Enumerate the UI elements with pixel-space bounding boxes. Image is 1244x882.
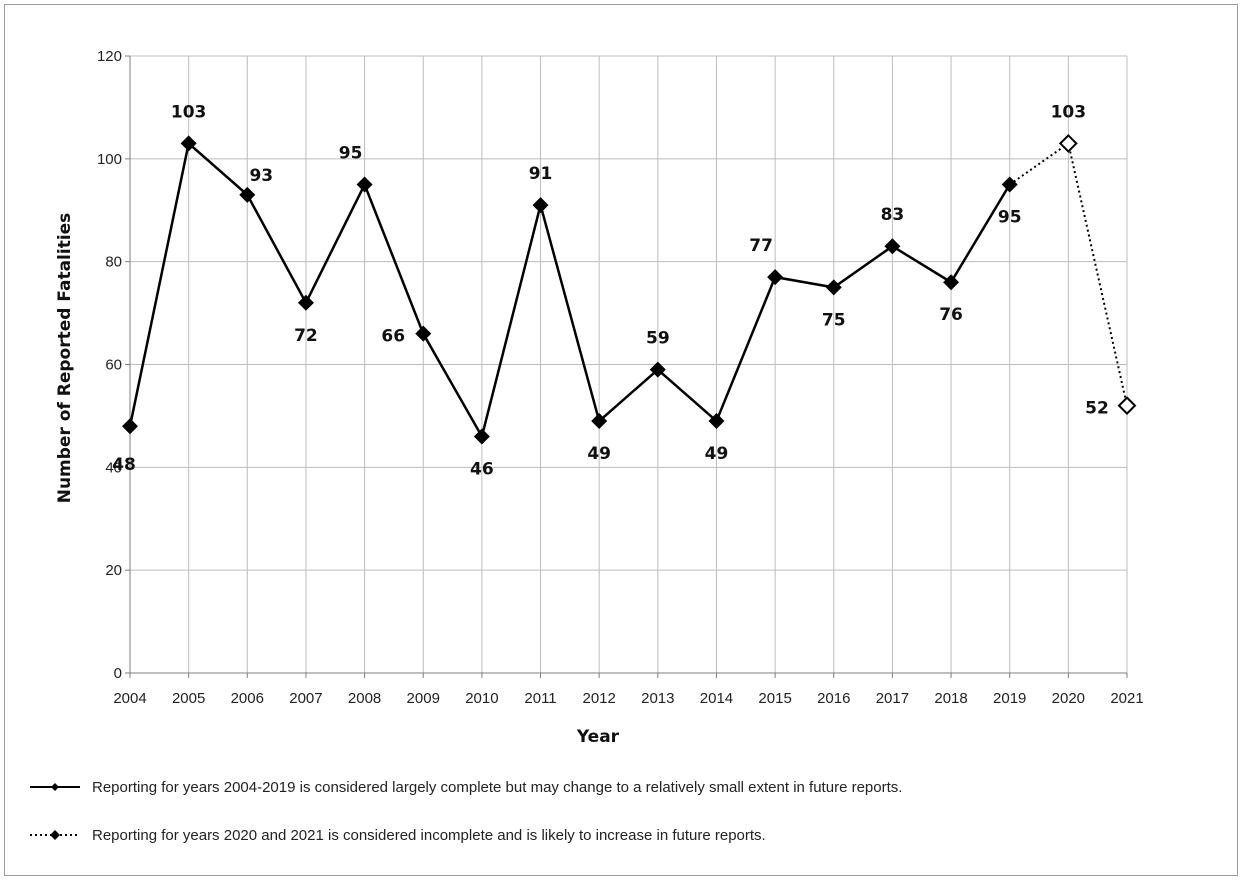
data-label-2008: 95 (339, 144, 363, 164)
data-point-2013 (649, 361, 666, 378)
data-point-2018 (943, 274, 960, 291)
y-tick-label-40: 40 (105, 459, 122, 476)
data-label-2021: 52 (1085, 399, 1109, 419)
data-label-2007: 72 (294, 326, 318, 346)
y-tick-label-0: 0 (114, 665, 122, 682)
data-point-2012 (591, 413, 608, 430)
x-tick-label-2012: 2012 (582, 690, 615, 707)
data-point-2008 (356, 176, 373, 193)
data-point-2007 (297, 294, 314, 311)
chart-frame (4, 4, 1238, 876)
legend-item-incomplete: Reporting for years 2020 and 2021 is con… (30, 827, 766, 844)
x-tick-label-2018: 2018 (934, 690, 967, 707)
data-label-2017: 83 (881, 205, 905, 225)
data-label-2006: 93 (249, 166, 273, 186)
data-point-2009 (415, 325, 432, 342)
x-tick-label-2020: 2020 (1052, 690, 1085, 707)
x-tick-label-2015: 2015 (758, 690, 791, 707)
data-point-2014 (708, 413, 725, 430)
y-tick-label-60: 60 (105, 357, 122, 374)
y-tick-labels: 0 20 40 60 80 100 120 (97, 48, 122, 682)
data-point-2017 (884, 238, 901, 255)
data-label-2011: 91 (529, 164, 553, 184)
data-label-2004: 48 (112, 455, 136, 475)
y-tick-label-80: 80 (105, 254, 122, 271)
series-line-0 (128, 141, 1011, 440)
data-label-2020: 103 (1051, 102, 1087, 122)
legend-item-complete: Reporting for years 2004-2019 is conside… (30, 779, 902, 796)
data-point-2006 (239, 186, 256, 203)
legend-label-incomplete: Reporting for years 2020 and 2021 is con… (92, 827, 766, 844)
y-tick-label-120: 120 (97, 48, 122, 65)
x-tick-label-2019: 2019 (993, 690, 1026, 707)
x-tick-label-2014: 2014 (700, 690, 733, 707)
data-label-2016: 75 (822, 310, 846, 330)
legend-label-complete: Reporting for years 2004-2019 is conside… (92, 779, 902, 796)
data-point-2015 (767, 269, 784, 286)
data-point-2021 (1117, 396, 1137, 416)
data-point-2005 (180, 135, 197, 152)
legend: Reporting for years 2004-2019 is conside… (30, 779, 902, 844)
x-tick-label-2021: 2021 (1110, 690, 1143, 707)
data-label-2018: 76 (939, 305, 963, 325)
x-tick-label-2011: 2011 (524, 690, 556, 707)
gridlines (130, 55, 1128, 673)
y-tick-label-100: 100 (97, 151, 122, 168)
x-tick-label-2005: 2005 (172, 690, 205, 707)
series-markers (122, 133, 1137, 445)
series-lines (128, 141, 1128, 440)
x-tick-label-2008: 2008 (348, 690, 381, 707)
data-label-2005: 103 (171, 102, 207, 122)
data-point-2010 (473, 428, 490, 445)
data-point-2016 (825, 279, 842, 296)
x-tick-label-2017: 2017 (876, 690, 909, 707)
x-tick-label-2004: 2004 (113, 690, 146, 707)
data-point-2011 (532, 197, 549, 214)
data-point-2020 (1058, 133, 1078, 153)
x-tick-label-2010: 2010 (465, 690, 498, 707)
x-tick-label-2007: 2007 (289, 690, 322, 707)
y-axis-title: Number of Reported Fatalities (55, 213, 75, 504)
x-tick-labels: 2004 2005 2006 2007 2008 2009 2010 2011 2012 2013… (113, 690, 1143, 707)
x-tick-label-2009: 2009 (407, 690, 440, 707)
data-label-2019: 95 (998, 208, 1022, 228)
x-tick-label-2013: 2013 (641, 690, 674, 707)
legend-filled-diamond-icon (51, 783, 59, 791)
axes (125, 55, 1128, 678)
y-tick-label-20: 20 (105, 562, 122, 579)
x-tick-label-2016: 2016 (817, 690, 850, 707)
data-label-2013: 59 (646, 329, 670, 349)
legend-diamond-icon (50, 830, 60, 840)
x-tick-label-2006: 2006 (231, 690, 264, 707)
data-label-2015: 77 (749, 236, 773, 256)
data-point-2019 (1001, 176, 1018, 193)
x-axis-title: Year (576, 727, 620, 747)
data-label-2009: 66 (381, 327, 405, 347)
data-label-2012: 49 (587, 444, 611, 464)
data-point-2004 (122, 418, 138, 435)
data-labels: 48 103 93 72 95 66 46 91 49 59 49 77 75 83 76 95 103 52 (112, 102, 1109, 479)
data-label-2010: 46 (470, 459, 494, 479)
data-label-2014: 49 (705, 444, 729, 464)
